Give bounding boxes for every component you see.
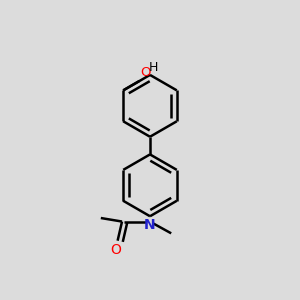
Text: N: N [144,218,156,232]
Text: O: O [140,67,151,80]
Text: O: O [111,243,122,257]
Text: H: H [148,61,158,74]
